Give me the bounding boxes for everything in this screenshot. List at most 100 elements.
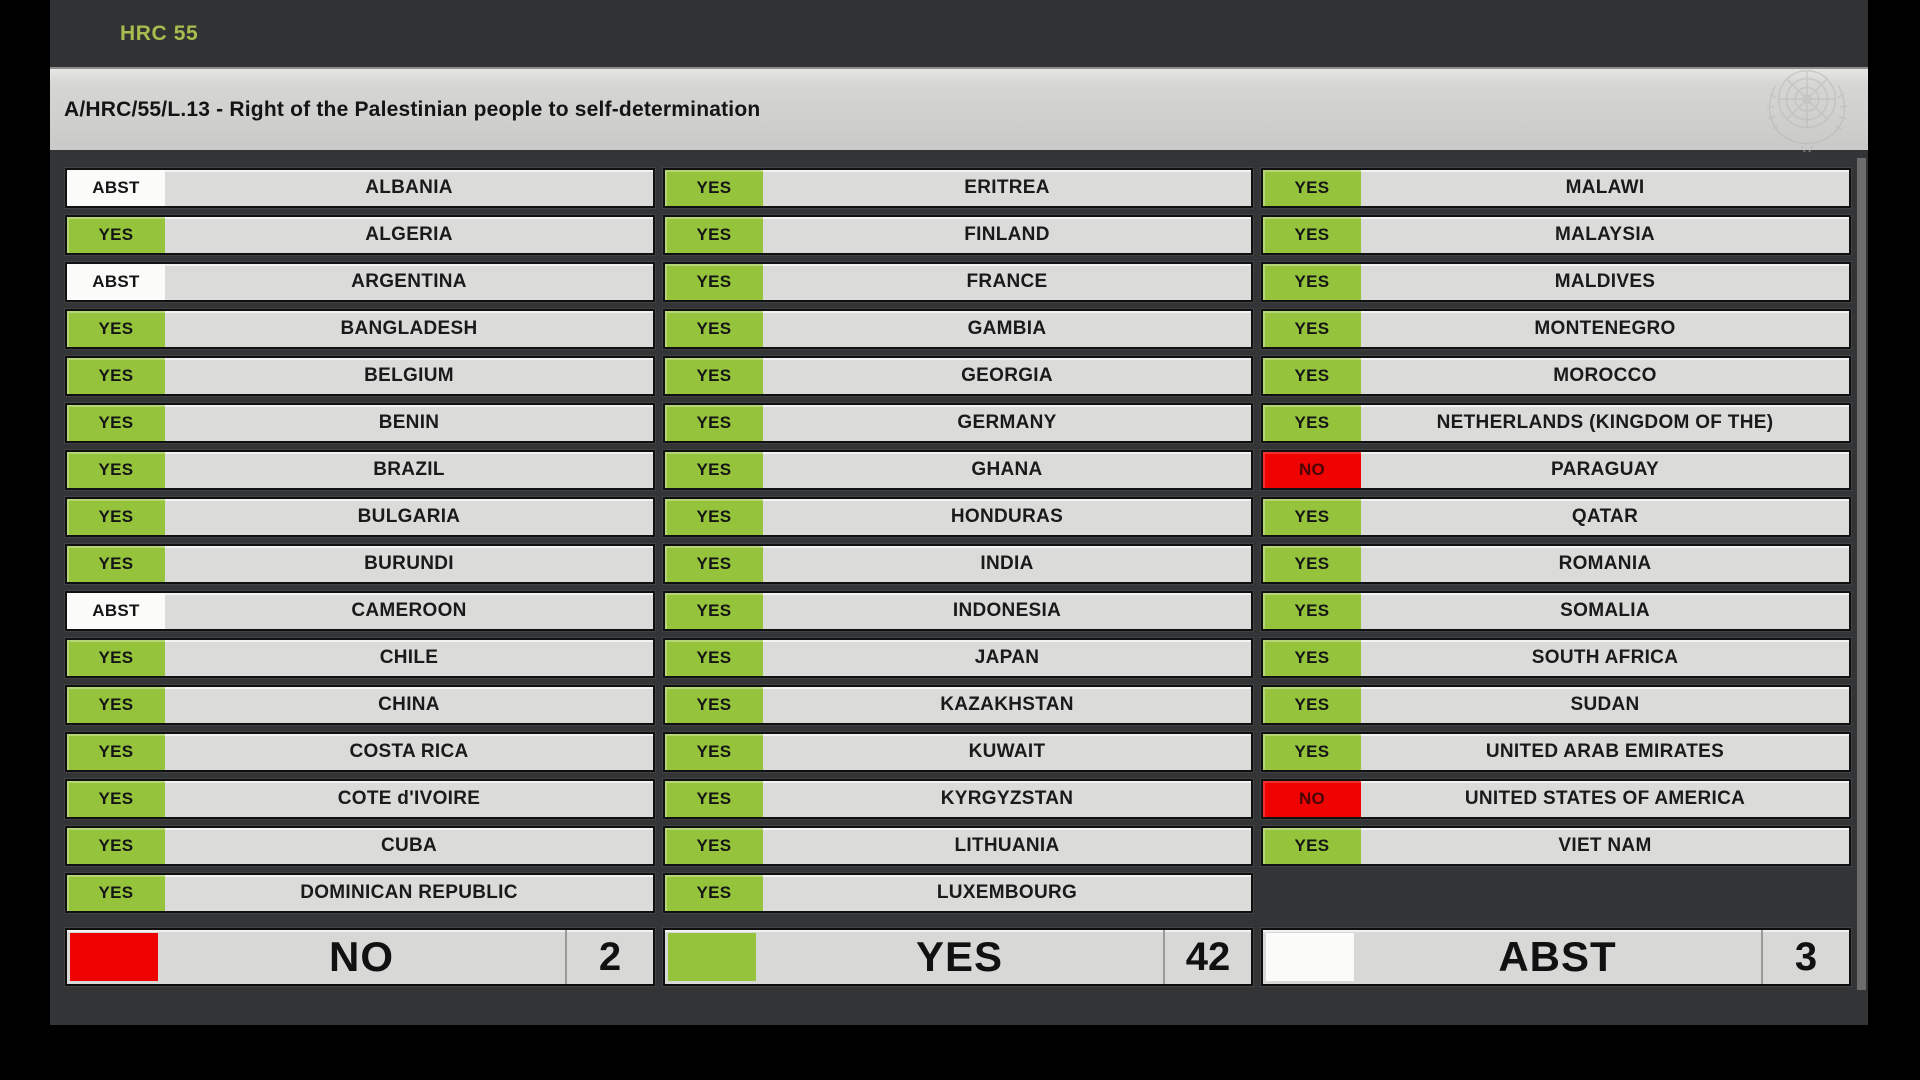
summary-yes: YES 42 <box>663 928 1253 986</box>
vote-badge: YES <box>1263 640 1361 676</box>
resolution-title: A/HRC/55/L.13 - Right of the Palestinian… <box>64 97 761 121</box>
voting-board: HRC 55 A/HRC/55/L.13 - Right of the Pale… <box>50 0 1868 1025</box>
country-name: MONTENEGRO <box>1534 318 1676 339</box>
vote-row: YES ERITREA <box>663 168 1253 208</box>
country-name: BANGLADESH <box>340 318 478 339</box>
country-name: LUXEMBOURG <box>936 882 1078 903</box>
vote-badge: YES <box>665 546 763 582</box>
vote-row: YES BENIN <box>65 403 655 443</box>
screen-edge-highlight <box>1857 158 1866 990</box>
vote-badge: YES <box>67 217 165 253</box>
vote-badge: YES <box>1263 734 1361 770</box>
summary-abst-count: 3 <box>1761 930 1849 984</box>
country-name: BULGARIA <box>357 506 461 527</box>
vote-badge: YES <box>665 311 763 347</box>
abst-color-swatch <box>1266 933 1354 981</box>
vote-badge: YES <box>665 828 763 864</box>
vote-row: YES MALAWI <box>1261 168 1851 208</box>
vote-row: YES ROMANIA <box>1261 544 1851 584</box>
vote-row: YES INDONESIA <box>663 591 1253 631</box>
country-name: CHINA <box>378 694 440 715</box>
vote-badge: YES <box>665 734 763 770</box>
vote-row: YES FRANCE <box>663 262 1253 302</box>
vote-row: YES SOUTH AFRICA <box>1261 638 1851 678</box>
country-name: LITHUANIA <box>954 835 1060 856</box>
vote-badge: YES <box>665 499 763 535</box>
country-name: UNITED STATES OF AMERICA <box>1464 788 1746 809</box>
vote-row: YES ALGERIA <box>65 215 655 255</box>
country-name: MALDIVES <box>1554 271 1656 292</box>
vote-row: YES MONTENEGRO <box>1261 309 1851 349</box>
country-name: BELGIUM <box>364 365 454 386</box>
vote-row: YES DOMINICAN REPUBLIC <box>65 873 655 913</box>
summary-no: NO 2 <box>65 928 655 986</box>
country-name: INDIA <box>980 553 1034 574</box>
country-name: NETHERLANDS (KINGDOM OF THE) <box>1436 412 1774 433</box>
vote-badge: YES <box>67 687 165 723</box>
country-name: FINLAND <box>964 224 1050 245</box>
session-label: HRC 55 <box>120 21 199 45</box>
vote-badge: YES <box>1263 499 1361 535</box>
vote-row: YES LITHUANIA <box>663 826 1253 866</box>
country-name: KYRGYZSTAN <box>940 788 1074 809</box>
country-name: SOMALIA <box>1560 600 1650 621</box>
vote-row: YES CUBA <box>65 826 655 866</box>
country-name: QATAR <box>1571 506 1639 527</box>
vote-badge: YES <box>665 170 763 206</box>
vote-column-3: YES MALAWI YES MALAYSIA YES MALDIVES YES… <box>1261 168 1851 913</box>
vote-badge: NO <box>1263 781 1361 817</box>
vote-row: YES CHINA <box>65 685 655 725</box>
country-name: JAPAN <box>974 647 1040 668</box>
vote-badge: YES <box>67 640 165 676</box>
country-name: CHILE <box>379 647 439 668</box>
country-name: ROMANIA <box>1558 553 1652 574</box>
country-name: KAZAKHSTAN <box>940 694 1074 715</box>
vote-row: YES BULGARIA <box>65 497 655 537</box>
vote-grid: ABST ALBANIA YES ALGERIA ABST ARGENTINA … <box>65 168 1851 913</box>
vote-badge: YES <box>67 734 165 770</box>
vote-badge: YES <box>67 781 165 817</box>
country-name: DOMINICAN REPUBLIC <box>300 882 518 903</box>
vote-badge: YES <box>67 828 165 864</box>
country-name: HONDURAS <box>950 506 1064 527</box>
vote-row: YES KUWAIT <box>663 732 1253 772</box>
country-name: CUBA <box>380 835 438 856</box>
country-name: SOUTH AFRICA <box>1531 647 1679 668</box>
country-name: INDONESIA <box>952 600 1062 621</box>
vote-row: YES MOROCCO <box>1261 356 1851 396</box>
country-name: ARGENTINA <box>351 271 467 292</box>
vote-badge: YES <box>67 452 165 488</box>
vote-row: YES QATAR <box>1261 497 1851 537</box>
country-name: MALAYSIA <box>1555 224 1655 245</box>
vote-badge: YES <box>665 875 763 911</box>
vote-badge: YES <box>1263 828 1361 864</box>
vote-badge: NO <box>1263 452 1361 488</box>
vote-column-1: ABST ALBANIA YES ALGERIA ABST ARGENTINA … <box>65 168 655 913</box>
vote-row: YES KYRGYZSTAN <box>663 779 1253 819</box>
country-name: ERITREA <box>964 177 1050 198</box>
vote-row: YES INDIA <box>663 544 1253 584</box>
vote-badge: YES <box>665 452 763 488</box>
vote-badge: YES <box>665 640 763 676</box>
vote-badge: ABST <box>67 264 165 300</box>
vote-row: YES GEORGIA <box>663 356 1253 396</box>
vote-row: YES BRAZIL <box>65 450 655 490</box>
country-name: COSTA RICA <box>349 741 469 762</box>
vote-badge: YES <box>1263 687 1361 723</box>
vote-badge: YES <box>1263 405 1361 441</box>
vote-row: ABST ALBANIA <box>65 168 655 208</box>
vote-badge: YES <box>1263 170 1361 206</box>
vote-badge: YES <box>1263 358 1361 394</box>
vote-badge: YES <box>1263 546 1361 582</box>
vote-badge: YES <box>67 311 165 347</box>
country-name: GERMANY <box>957 412 1057 433</box>
vote-badge: YES <box>67 875 165 911</box>
summary-bar: NO 2 YES 42 ABST 3 <box>65 928 1851 986</box>
country-name: GEORGIA <box>961 365 1053 386</box>
vote-badge: YES <box>665 217 763 253</box>
vote-badge: ABST <box>67 170 165 206</box>
summary-yes-count: 42 <box>1163 930 1251 984</box>
vote-row: YES KAZAKHSTAN <box>663 685 1253 725</box>
vote-row: YES BELGIUM <box>65 356 655 396</box>
